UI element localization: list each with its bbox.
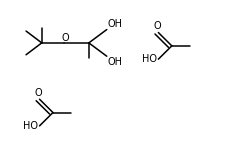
- Text: O: O: [153, 21, 161, 31]
- Text: OH: OH: [108, 57, 123, 67]
- Text: HO: HO: [23, 121, 38, 131]
- Text: OH: OH: [108, 19, 123, 29]
- Text: O: O: [35, 88, 42, 98]
- Text: HO: HO: [142, 54, 157, 64]
- Text: O: O: [62, 33, 69, 43]
